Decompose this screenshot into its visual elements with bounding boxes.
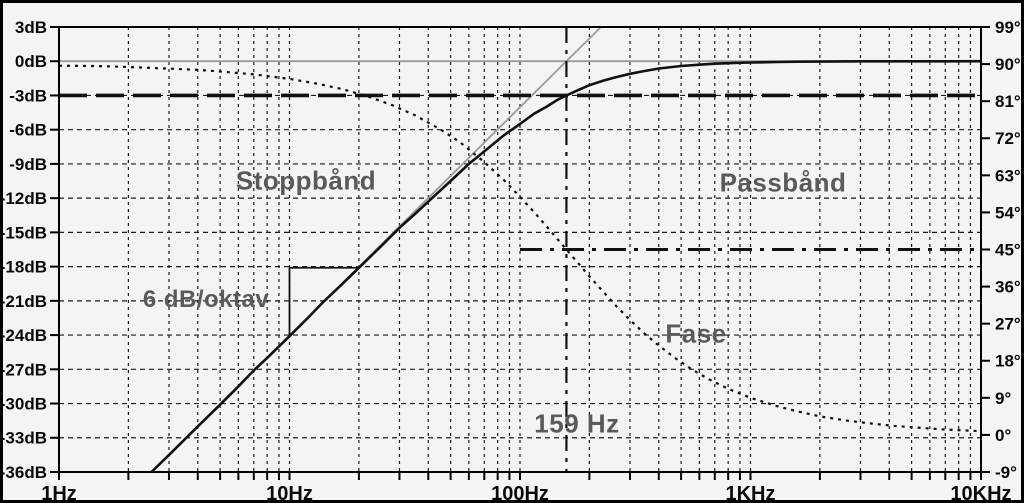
y-left-tick-label: -24dB: [3, 326, 47, 345]
y-right-tick-label: 90°: [995, 55, 1021, 74]
phase-curve: [59, 64, 981, 433]
x-tick-label: 1KHz: [725, 483, 775, 503]
y-left-tick-label: -27dB: [3, 360, 47, 379]
y-left-tick-label: -6dB: [9, 121, 47, 140]
y-right-tick-label: 18°: [995, 352, 1021, 371]
bode-plot-canvas: 3dB 0dB -3dB -6dB -9dB -12dB -15dB -18dB -21dB -2…: [3, 18, 1021, 503]
y-left-tick-label: -33dB: [3, 429, 47, 448]
curves: [59, 59, 981, 473]
y-left-tick-label: -30dB: [3, 394, 47, 413]
y-right-tick-label: 99°: [995, 18, 1021, 37]
y-left-tick-label: -21dB: [3, 292, 47, 311]
y-left-tick-label: 0dB: [15, 52, 47, 71]
x-tick-label: 1Hz: [41, 483, 77, 503]
y-right-tick-label: 63°: [995, 166, 1021, 185]
y-left-tick-label: -36dB: [3, 463, 47, 482]
y-right-tick-label: 45°: [995, 240, 1021, 259]
slope-marker: [288, 266, 359, 337]
y-left-tick-label: -18dB: [3, 258, 47, 277]
ticks: [50, 26, 990, 480]
x-tick-label: 100Hz: [491, 483, 549, 503]
y-left-tick-label: -15dB: [3, 223, 47, 242]
y-right-tick-label: 81°: [995, 92, 1021, 111]
x-tick-label: 10KHz: [950, 483, 1011, 503]
y-left-tick-label: 3dB: [15, 18, 47, 37]
y-right-tick-label: 9°: [995, 389, 1011, 408]
y-right-tick-label: -9°: [995, 463, 1017, 482]
phase-curve-label: Fase: [665, 318, 727, 349]
passband-label: Passbånd: [719, 167, 847, 198]
slope-label: 6 dB/oktav: [142, 286, 270, 313]
tick-labels: 3dB 0dB -3dB -6dB -9dB -12dB -15dB -18dB -21dB -2…: [3, 18, 1021, 503]
y-right-tick-label: 72°: [995, 129, 1021, 148]
y-left-tick-label: -12dB: [3, 189, 47, 208]
cutoff-frequency-label: 159 Hz: [534, 408, 620, 439]
stopband-label: Stoppbånd: [235, 165, 377, 196]
y-right-tick-label: 54°: [995, 203, 1021, 222]
magnitude-curve: [150, 59, 981, 473]
x-tick-label: 10Hz: [266, 483, 313, 503]
y-right-tick-label: 36°: [995, 278, 1021, 297]
y-left-tick-label: -9dB: [9, 155, 47, 174]
y-right-tick-label: 0°: [995, 426, 1011, 445]
y-left-tick-label: -3dB: [9, 86, 47, 105]
y-right-tick-label: 27°: [995, 315, 1021, 334]
